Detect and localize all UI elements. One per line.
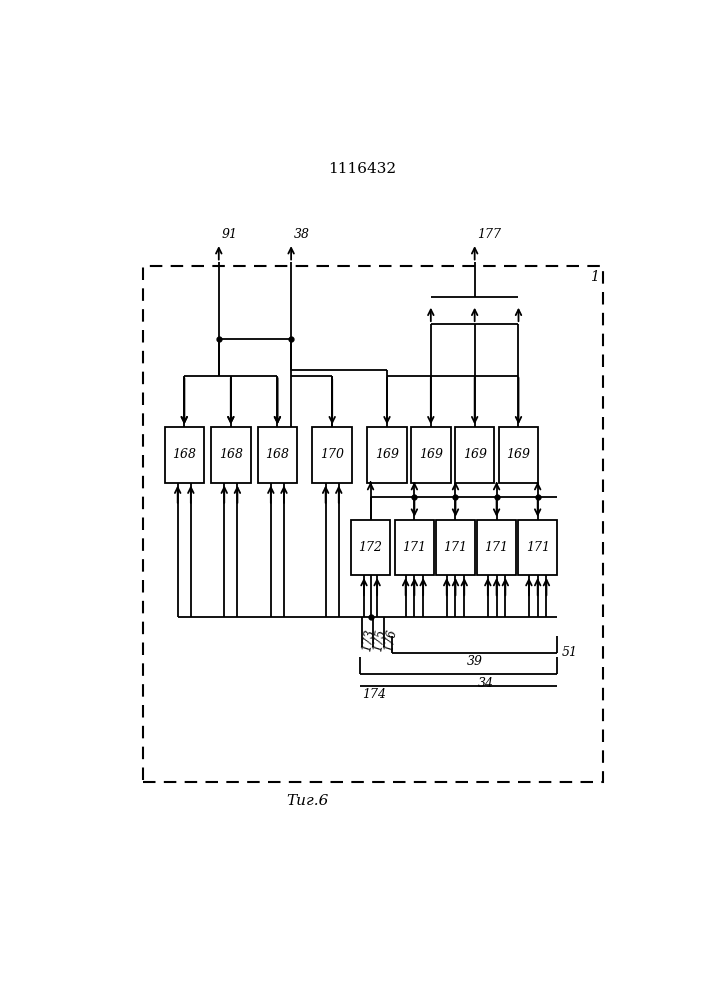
Text: 176: 176 xyxy=(382,628,399,653)
Text: 171: 171 xyxy=(526,541,549,554)
Text: 175: 175 xyxy=(372,628,388,653)
Text: 171: 171 xyxy=(402,541,426,554)
Bar xyxy=(436,520,475,575)
Text: 168: 168 xyxy=(219,448,243,461)
Text: 171: 171 xyxy=(484,541,508,554)
Bar xyxy=(455,427,494,483)
Bar xyxy=(395,520,434,575)
Bar xyxy=(351,520,390,575)
Text: 173: 173 xyxy=(361,628,378,653)
Text: 177: 177 xyxy=(477,228,501,241)
Text: 91: 91 xyxy=(221,228,238,241)
Text: 51: 51 xyxy=(561,646,577,659)
Text: 1116432: 1116432 xyxy=(328,162,397,176)
Text: 170: 170 xyxy=(320,448,344,461)
Bar xyxy=(411,427,450,483)
Text: 171: 171 xyxy=(443,541,467,554)
Text: 39: 39 xyxy=(467,655,483,668)
Text: 169: 169 xyxy=(462,448,486,461)
Bar xyxy=(257,427,297,483)
Text: 34: 34 xyxy=(478,677,493,690)
Bar xyxy=(367,427,407,483)
Bar xyxy=(498,427,538,483)
Text: 168: 168 xyxy=(265,448,289,461)
Bar xyxy=(477,520,516,575)
Text: 169: 169 xyxy=(419,448,443,461)
Text: 172: 172 xyxy=(358,541,382,554)
Bar xyxy=(211,427,250,483)
Bar xyxy=(312,427,352,483)
Text: 38: 38 xyxy=(294,228,310,241)
Text: Τиг.6: Τиг.6 xyxy=(286,794,329,808)
Text: 1: 1 xyxy=(590,270,599,284)
Text: 169: 169 xyxy=(375,448,399,461)
Text: 169: 169 xyxy=(506,448,530,461)
Bar xyxy=(518,520,557,575)
Text: 174: 174 xyxy=(363,688,386,701)
Text: 168: 168 xyxy=(173,448,197,461)
Bar xyxy=(165,427,204,483)
